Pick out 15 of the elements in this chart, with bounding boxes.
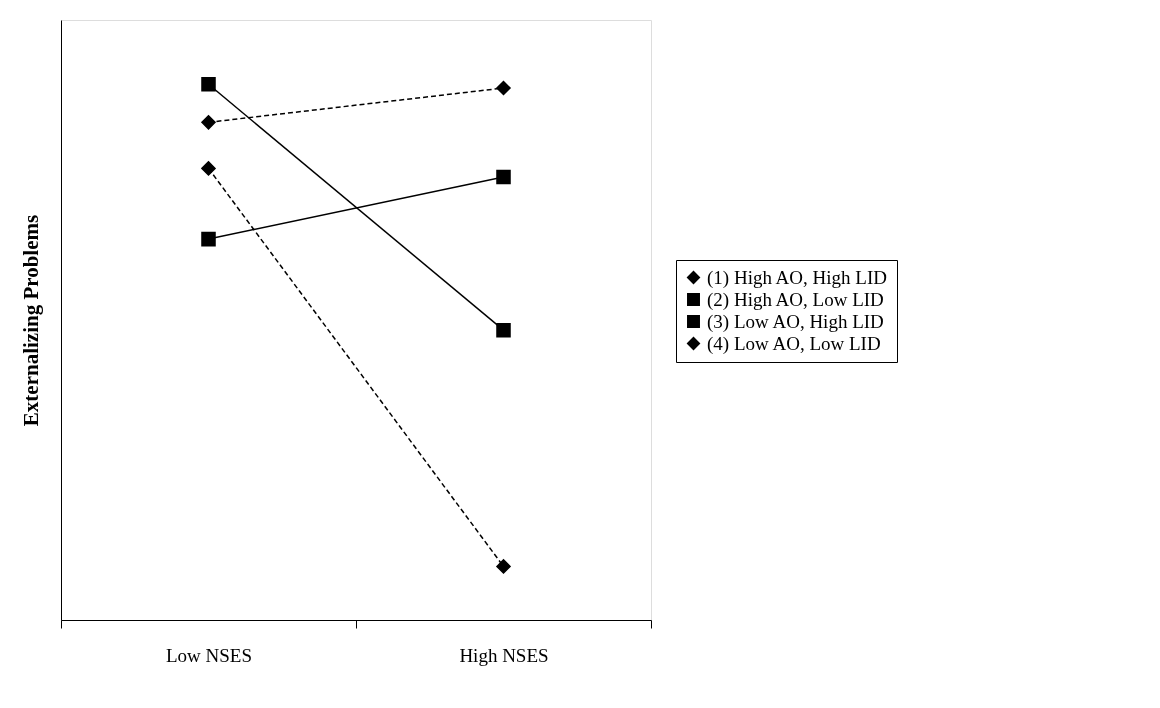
point: [496, 559, 511, 574]
point: [201, 231, 216, 247]
legend-label: (2) High AO, Low LID: [707, 288, 884, 311]
point: [496, 169, 511, 185]
y-axis-title: Externalizing Problems: [18, 214, 43, 427]
point: [201, 115, 216, 130]
point: [496, 80, 511, 96]
x-tick-label: High NSES: [459, 644, 549, 666]
legend-label: (3) Low AO, High LID: [707, 310, 884, 333]
point: [496, 322, 511, 338]
point: [201, 161, 216, 176]
legend-label: (4) Low AO, Low LID: [707, 332, 881, 355]
x-tick-label: Low NSES: [165, 644, 253, 666]
legend-label: (1) High AO, High LID: [707, 266, 887, 289]
point: [201, 77, 216, 92]
